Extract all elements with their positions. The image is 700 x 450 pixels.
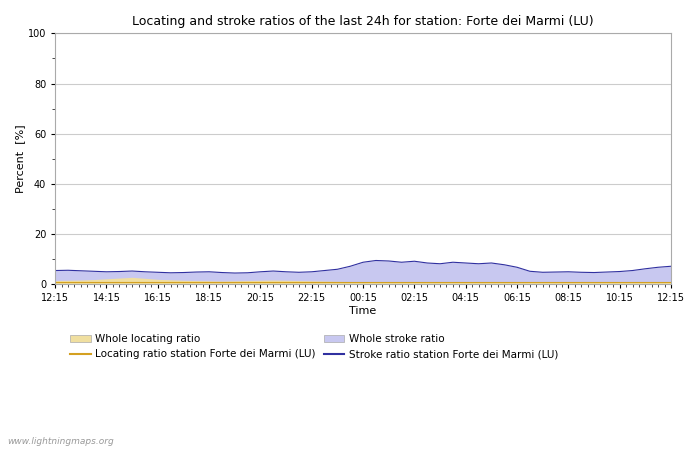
Title: Locating and stroke ratios of the last 24h for station: Forte dei Marmi (LU): Locating and stroke ratios of the last 2… xyxy=(132,15,594,28)
X-axis label: Time: Time xyxy=(349,306,377,316)
Legend: Whole locating ratio, Locating ratio station Forte dei Marmi (LU), Whole stroke : Whole locating ratio, Locating ratio sta… xyxy=(70,334,558,360)
Y-axis label: Percent  [%]: Percent [%] xyxy=(15,125,25,193)
Text: www.lightningmaps.org: www.lightningmaps.org xyxy=(7,436,113,446)
